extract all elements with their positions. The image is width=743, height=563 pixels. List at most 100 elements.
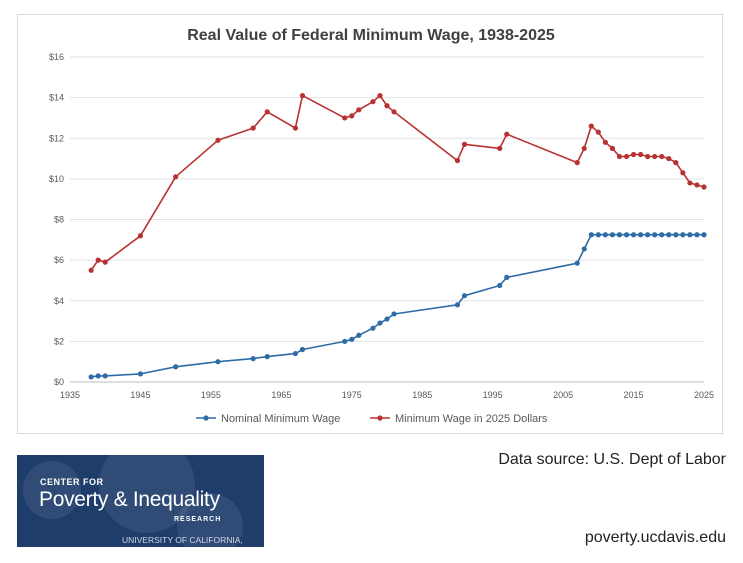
data-point xyxy=(264,109,270,115)
data-point xyxy=(342,115,348,121)
y-tick-label: $16 xyxy=(49,52,64,62)
data-point xyxy=(666,155,672,162)
data-point xyxy=(88,374,94,380)
data-point xyxy=(454,157,461,164)
data-point xyxy=(595,129,601,135)
data-point xyxy=(356,332,362,338)
data-point xyxy=(630,151,637,158)
x-tick-label: 1985 xyxy=(412,390,432,400)
legend-marker xyxy=(377,415,383,421)
data-point xyxy=(638,232,644,238)
series-layer xyxy=(88,92,707,380)
data-point xyxy=(623,153,630,160)
data-point xyxy=(292,125,299,131)
data-point xyxy=(694,182,700,188)
data-point xyxy=(652,153,658,160)
data-point xyxy=(588,123,594,129)
data-point xyxy=(497,282,503,289)
data-point xyxy=(497,145,503,152)
data-point xyxy=(659,232,665,238)
series-line-1 xyxy=(90,233,704,378)
data-point xyxy=(645,232,651,238)
data-point xyxy=(95,373,101,379)
data-point xyxy=(173,174,179,180)
chart-title: Real Value of Federal Minimum Wage, 1938… xyxy=(187,27,555,44)
x-tick-label: 1945 xyxy=(130,390,150,400)
data-point xyxy=(666,232,672,238)
data-point xyxy=(687,232,693,238)
data-point xyxy=(391,109,397,115)
data-point xyxy=(454,302,461,308)
data-point xyxy=(377,320,383,326)
website-url-text: poverty.ucdavis.edu xyxy=(584,529,726,546)
logo-circle xyxy=(23,461,81,519)
cpir-logo: CENTER FOR Poverty & Inequality RESEARCH… xyxy=(17,455,264,547)
data-point xyxy=(609,145,616,152)
data-point xyxy=(645,153,651,160)
data-point xyxy=(349,113,355,119)
y-tick-label: $8 xyxy=(54,215,64,225)
y-tick-label: $14 xyxy=(49,93,64,103)
data-point xyxy=(250,125,256,131)
data-point xyxy=(581,145,587,152)
data-point xyxy=(250,356,256,362)
data-point xyxy=(694,232,700,238)
logo-line-center-for: CENTER FOR xyxy=(40,477,104,487)
data-point xyxy=(95,257,101,263)
legend-label: Minimum Wage in 2025 Dollars xyxy=(395,413,548,425)
data-point xyxy=(623,232,630,238)
x-tick-label: 2015 xyxy=(624,390,644,400)
x-tick-label: 2025 xyxy=(694,390,714,400)
data-point xyxy=(680,170,686,176)
data-point xyxy=(609,232,616,238)
data-point xyxy=(292,350,299,357)
data-point xyxy=(687,180,693,186)
data-point xyxy=(616,153,623,160)
data-point xyxy=(616,232,623,238)
data-point xyxy=(652,232,658,238)
legend-marker xyxy=(203,415,209,421)
data-point xyxy=(370,99,376,105)
y-tick-label: $12 xyxy=(49,133,64,143)
chart-frame: Real Value of Federal Minimum Wage, 1938… xyxy=(17,14,723,434)
data-point xyxy=(673,160,679,166)
data-point xyxy=(377,92,383,99)
data-point xyxy=(391,311,397,317)
series-line-2 xyxy=(90,94,705,271)
data-point xyxy=(680,232,686,238)
data-point xyxy=(370,325,376,331)
y-tick-label: $2 xyxy=(54,336,64,346)
data-point xyxy=(299,346,306,353)
data-point xyxy=(349,336,355,342)
data-point xyxy=(102,259,108,265)
data-point xyxy=(588,232,594,238)
data-point xyxy=(137,233,144,239)
x-tick-label: 1995 xyxy=(483,390,503,400)
data-point xyxy=(264,354,270,360)
data-point xyxy=(602,232,608,238)
data-point xyxy=(88,267,94,273)
logo-line-university: UNIVERSITY OF CALIFORNIA, DAVIS xyxy=(122,535,243,547)
data-point xyxy=(356,107,362,113)
y-tick-label: $4 xyxy=(54,296,64,306)
y-tick-label: $0 xyxy=(54,377,64,387)
x-tick-label: 1955 xyxy=(201,390,221,400)
data-point xyxy=(602,139,608,145)
logo-circle xyxy=(99,455,195,533)
data-point xyxy=(504,274,510,280)
logo-line-research: RESEARCH xyxy=(174,516,222,523)
data-source-text: Data source: U.S. Dept of Labor xyxy=(498,451,726,468)
y-tick-label: $6 xyxy=(54,255,64,265)
data-point xyxy=(673,232,679,238)
data-point xyxy=(173,364,179,370)
data-point xyxy=(461,141,468,147)
data-point xyxy=(574,260,580,266)
logo-line-poverty-inequality: Poverty & Inequality xyxy=(39,488,220,511)
data-point xyxy=(384,103,390,109)
data-point xyxy=(581,246,587,252)
data-point xyxy=(504,131,510,137)
y-tick-label: $10 xyxy=(49,174,64,184)
x-tick-label: 1935 xyxy=(60,390,80,400)
data-point xyxy=(595,232,601,238)
x-tick-label: 2005 xyxy=(553,390,573,400)
